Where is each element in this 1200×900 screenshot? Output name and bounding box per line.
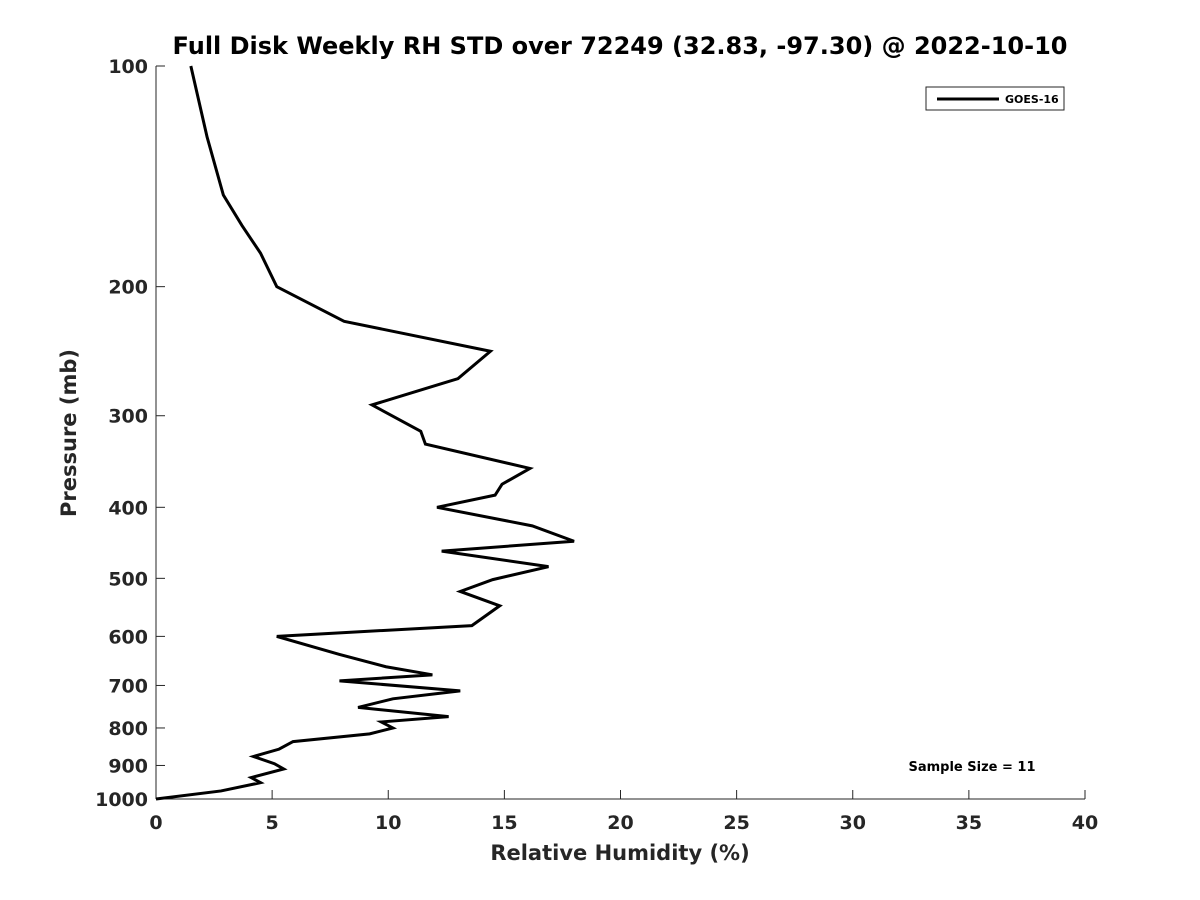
x-axis-label: Relative Humidity (%) <box>490 841 749 865</box>
sample-size-annotation: Sample Size = 11 <box>908 760 1035 775</box>
y-tick-label: 300 <box>108 406 148 428</box>
axes <box>155 65 1086 800</box>
y-tick-label: 500 <box>108 568 148 590</box>
series-line-goes-16 <box>155 65 575 801</box>
y-tick-label: 200 <box>108 277 148 299</box>
x-tick-label: 20 <box>607 812 633 834</box>
x-tick-label: 5 <box>266 812 279 834</box>
y-tick-label: 600 <box>108 626 148 648</box>
chart-title: Full Disk Weekly RH STD over 72249 (32.8… <box>173 32 1068 60</box>
x-tick-label: 40 <box>1072 812 1098 834</box>
legend-label-goes-16: GOES-16 <box>1005 93 1059 106</box>
y-tick-label: 800 <box>108 718 148 740</box>
y-tick-label: 1000 <box>95 789 148 811</box>
y-tick-label: 400 <box>108 497 148 519</box>
x-tick-label: 10 <box>375 812 401 834</box>
x-tick-label: 30 <box>840 812 866 834</box>
series-layer <box>155 65 575 801</box>
y-tick-label: 100 <box>108 56 148 78</box>
x-tick-label: 25 <box>723 812 749 834</box>
x-tick-label: 15 <box>491 812 517 834</box>
x-tick-label: 35 <box>956 812 982 834</box>
y-tick-label: 900 <box>108 755 148 777</box>
x-tick-label: 0 <box>149 812 162 834</box>
legend: GOES-16 <box>925 86 1065 111</box>
y-tick-label: 700 <box>108 675 148 697</box>
tick-labels: 0 5 10 15 20 25 30 35 40 100 200 300 400 500 600 700 800… <box>95 56 1098 834</box>
y-axis-label: Pressure (mb) <box>57 349 81 517</box>
